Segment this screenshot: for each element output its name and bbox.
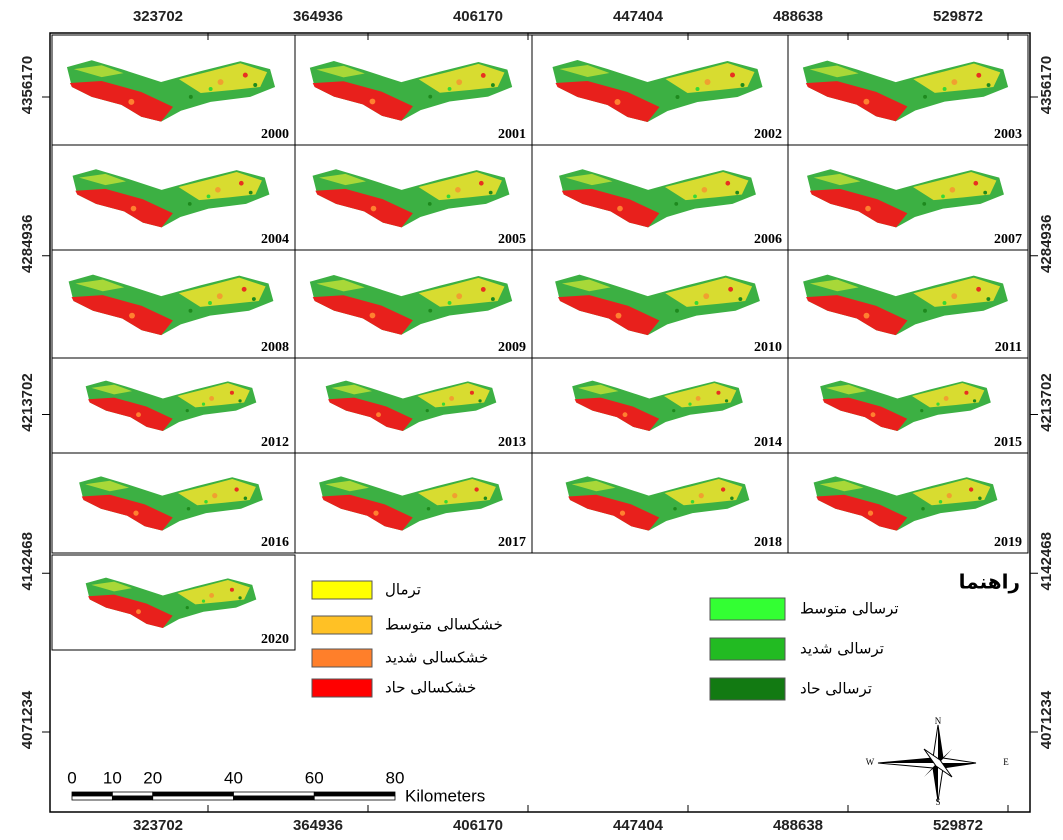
scale-label: 0 [67,768,76,787]
panel-year: 2012 [261,435,289,450]
legend-swatch [312,649,372,667]
easting-label-top: 364936 [293,8,343,25]
north-arrow [878,725,976,801]
easting-label-bottom: 488638 [773,817,823,834]
panel-year: 2015 [994,435,1022,450]
northing-label-left: 4071234 [19,690,36,749]
northing-label-right: 4071234 [1038,690,1055,749]
easting-label-top: 447404 [613,8,664,25]
legend-swatch [312,616,372,634]
west-label: W [866,757,875,767]
panel-year: 2002 [754,127,782,142]
scale-segment [112,792,152,796]
scale-segment [72,796,112,800]
panels: 2000 2001 2002 2003 2004 2005 2006 2007 2008 2009… [52,35,1028,650]
northing-label-left: 4142468 [19,532,36,590]
easting-label-bottom: 406170 [453,817,503,834]
easting-label-top: 406170 [453,8,503,25]
scale-label: 80 [386,768,405,787]
scale-segment [153,796,234,800]
scale-label: 20 [143,768,162,787]
northing-label-left: 4356170 [19,56,36,114]
legend-swatch [710,638,785,660]
panel-year: 2003 [994,127,1022,142]
scale-segment [153,792,234,796]
scale-label: 40 [224,768,243,787]
legend-label: ترسالی متوسط [800,600,899,618]
easting-label-bottom: 529872 [933,817,983,834]
easting-label-bottom: 364936 [293,817,343,834]
scale-segment [314,792,395,796]
northing-label-right: 4213702 [1038,373,1055,431]
legend-label: خشکسالی حاد [385,679,476,697]
panel-year: 2019 [994,535,1022,550]
panel-year: 2004 [261,232,289,247]
panel-year: 2001 [498,127,526,142]
legend-swatch [710,678,785,700]
legend-swatch [710,598,785,620]
scale-segment [314,796,395,800]
panel-year: 2009 [498,340,526,355]
panel-year: 2007 [994,232,1022,247]
south-label: S [935,797,940,807]
scale-label: 60 [305,768,324,787]
northing-label-left: 4284936 [19,215,36,273]
easting-label-top: 323702 [133,8,183,25]
east-label: E [1003,757,1009,767]
scale-label: 10 [103,768,122,787]
scale-segment [234,792,315,796]
legend-swatch [312,679,372,697]
scale-segment [234,796,315,800]
panel-year: 2008 [261,340,289,355]
legend-label: ترسالی حاد [800,680,872,698]
legend-label: ترمال [385,581,421,599]
panel-year: 2016 [261,535,289,550]
legend-label: خشکسالی متوسط [385,616,503,634]
map: 2000 2001 2002 2003 2004 2005 2006 2007 2008 2009… [0,0,1063,836]
scale-segment [112,796,152,800]
north-label: N [935,716,942,726]
page: {"grid": {"eastings": [323702, 364936, 4… [0,0,1063,840]
panel-year: 2018 [754,535,782,550]
panel-year: 2011 [995,340,1022,355]
scale-unit: Kilometers [405,786,485,805]
northing-label-right: 4356170 [1038,56,1055,114]
panel-year: 2010 [754,340,782,355]
panel-year: 2006 [754,232,782,247]
northing-label-left: 4213702 [19,373,36,431]
panel-year: 2017 [498,535,526,550]
easting-label-bottom: 447404 [613,817,664,834]
panel-year: 2005 [498,232,526,247]
panel-year: 2020 [261,632,289,647]
northing-label-right: 4284936 [1038,215,1055,273]
easting-label-top: 529872 [933,8,983,25]
easting-label-top: 488638 [773,8,823,25]
legend-label: خشکسالی شدید [385,649,488,667]
scale-segment [72,792,112,796]
panel-year: 2014 [754,435,782,450]
legend-title: راهنما [959,570,1020,594]
northing-label-right: 4142468 [1038,532,1055,590]
panel-year: 2000 [261,127,289,142]
panel-year: 2013 [498,435,526,450]
easting-label-bottom: 323702 [133,817,183,834]
legend-label: ترسالی شدید [800,640,884,658]
legend-swatch [312,581,372,599]
